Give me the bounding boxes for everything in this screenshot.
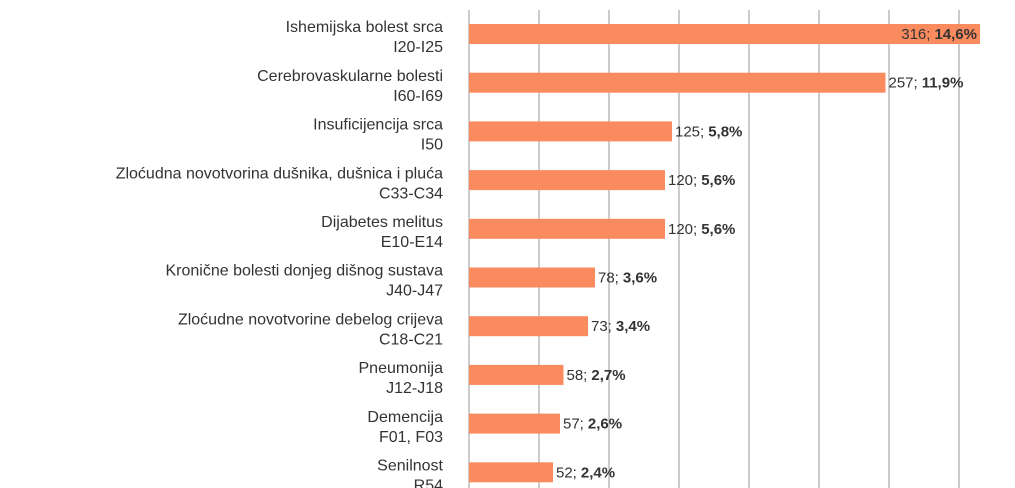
count-label: 120; [668, 221, 697, 238]
percent-label: 2,6% [588, 416, 622, 433]
count-label: 52; [556, 464, 577, 481]
value-label: 52; 2,4% [556, 464, 615, 481]
value-label: 257; 11,9% [889, 75, 964, 92]
count-label: 125; [675, 123, 704, 140]
category-code: J12-J18 [386, 380, 443, 397]
bar [469, 121, 672, 142]
category-code: J40-J47 [386, 283, 443, 300]
category-label: Zloćudna novotvorina dušnika, dušnica i … [116, 165, 443, 182]
bar [469, 316, 588, 337]
category-label: Demencija [367, 409, 443, 426]
category-label: Dijabetes melitus [321, 214, 443, 231]
bar [469, 24, 980, 44]
value-label: 120; 5,6% [668, 221, 735, 238]
bar [469, 413, 560, 434]
category-label: Ishemijska bolest srca [286, 19, 443, 36]
percent-label: 11,9% [922, 75, 964, 92]
category-label: Senilnost [377, 458, 443, 475]
percent-label: 3,4% [616, 318, 650, 335]
bar [469, 364, 564, 385]
count-label: 78; [598, 269, 619, 286]
value-label: 125; 5,8% [675, 123, 742, 140]
percent-label: 5,6% [701, 221, 735, 238]
percent-label: 5,8% [708, 123, 742, 140]
percent-label: 2,4% [581, 464, 615, 481]
value-label: 73; 3,4% [591, 318, 650, 335]
bar [469, 170, 665, 191]
value-label: 57; 2,6% [563, 416, 622, 433]
category-label: Zloćudne novotvorine debelog crijeva [178, 311, 443, 328]
value-label: 58; 2,7% [567, 367, 626, 384]
category-label: Cerebrovaskularne bolesti [257, 68, 443, 85]
category-code: C18-C21 [379, 331, 443, 348]
percent-label: 3,6% [623, 269, 657, 286]
percent-label: 14,6% [934, 26, 977, 43]
value-label: 120; 5,6% [668, 172, 735, 189]
category-label: Pneumonija [359, 360, 444, 377]
bar [469, 462, 553, 483]
category-code: I20-I25 [393, 39, 443, 56]
category-code: I60-I69 [393, 88, 443, 105]
count-label: 120; [668, 172, 697, 189]
category-code: C33-C34 [379, 185, 443, 202]
category-label: Kronične bolesti donjeg dišnog sustava [165, 263, 443, 280]
bar [469, 267, 595, 288]
bar [469, 218, 665, 239]
count-label: 73; [591, 318, 612, 335]
bar [469, 72, 886, 93]
count-label: 57; [563, 416, 584, 433]
value-label: 78; 3,6% [598, 269, 657, 286]
percent-label: 5,6% [701, 172, 735, 189]
count-label: 58; [567, 367, 588, 384]
count-label: 257; [889, 75, 918, 92]
category-label: Insuficijencija srca [313, 117, 443, 134]
category-code: E10-E14 [381, 234, 443, 251]
category-code: R54 [414, 478, 443, 488]
value-label: 316; 14,6% [901, 26, 977, 43]
category-code: I50 [421, 137, 443, 154]
percent-label: 2,7% [591, 367, 625, 384]
category-code: F01, F03 [379, 429, 443, 446]
count-label: 316; [901, 26, 930, 43]
